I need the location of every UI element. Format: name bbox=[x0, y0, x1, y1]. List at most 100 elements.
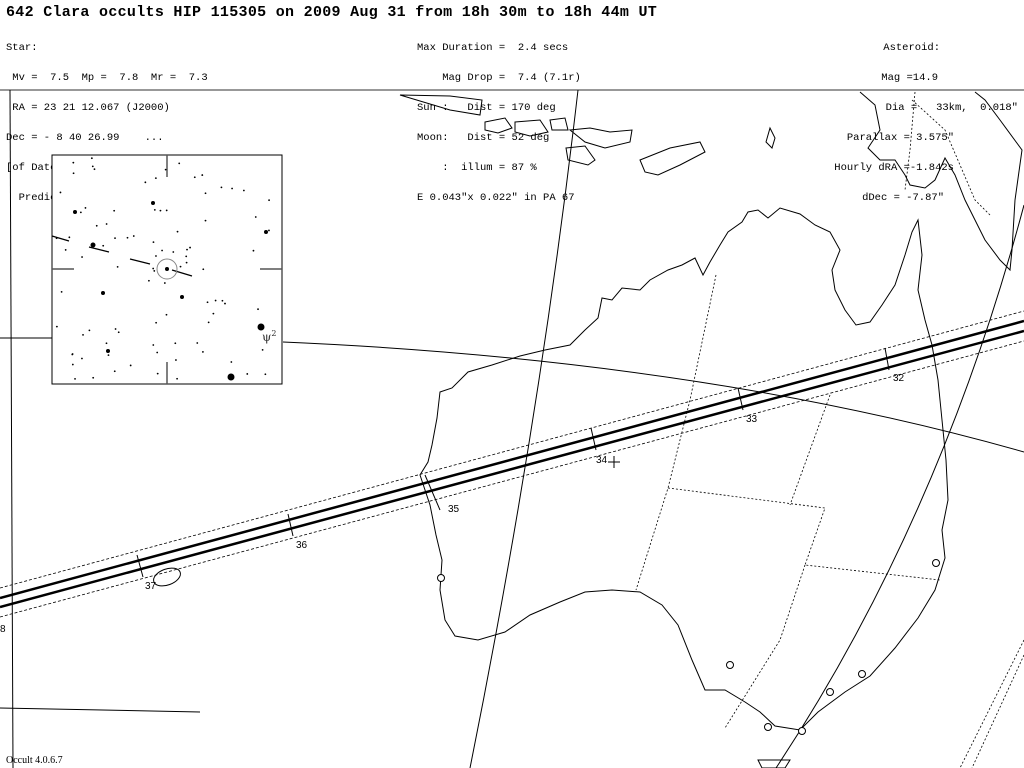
star-dot bbox=[221, 299, 224, 302]
center-cross-icon bbox=[608, 456, 620, 468]
star-dot bbox=[178, 162, 181, 165]
site-marker bbox=[437, 574, 445, 582]
star-dot bbox=[95, 224, 98, 227]
island-timor bbox=[639, 141, 706, 176]
star-dot bbox=[153, 270, 156, 272]
path-north-limit bbox=[0, 319, 1024, 600]
coastline bbox=[399, 91, 1023, 768]
star-dot bbox=[164, 168, 167, 171]
target-star-circle bbox=[156, 258, 178, 280]
island bbox=[399, 94, 483, 116]
star-dot bbox=[152, 241, 155, 244]
star-dot bbox=[224, 302, 226, 305]
star-dot bbox=[227, 373, 235, 381]
star-dot bbox=[90, 242, 96, 248]
software-version: Occult 4.0.6.7 bbox=[6, 755, 63, 766]
star-dot bbox=[174, 342, 177, 345]
star-dot bbox=[79, 211, 82, 214]
event-line: Max Duration = 2.4 secs bbox=[417, 42, 569, 54]
star-dot bbox=[88, 329, 91, 332]
star-dot bbox=[82, 333, 84, 336]
star-dot bbox=[129, 364, 132, 367]
meridian-line bbox=[469, 89, 579, 768]
tick-32 bbox=[884, 347, 890, 371]
tick-33 bbox=[737, 387, 744, 411]
time-label: 35 bbox=[448, 504, 460, 515]
star-dot bbox=[165, 209, 168, 212]
asteroid-info: Asteroid: Mag =14.9 Dia = 33km, 0.018" P… bbox=[834, 23, 1018, 213]
star-dot bbox=[55, 237, 58, 240]
star-chart-inset: ψ2 bbox=[51, 154, 283, 385]
star-dot bbox=[60, 290, 63, 293]
event-line: Mag Drop = 7.4 (7.1r) bbox=[417, 72, 581, 84]
time-label: 32 bbox=[893, 373, 905, 384]
star-dot bbox=[154, 177, 157, 180]
star-dot bbox=[155, 255, 157, 257]
parallel-line bbox=[0, 707, 201, 713]
star-dot bbox=[132, 235, 135, 237]
star-dot bbox=[74, 377, 76, 380]
star-name-label: ψ2 bbox=[262, 329, 277, 344]
star-dot bbox=[105, 223, 108, 225]
star-line: Dec = - 8 40 26.99 ... bbox=[6, 132, 164, 144]
star-dot bbox=[153, 208, 156, 211]
tick-36 bbox=[287, 513, 294, 537]
star-dot bbox=[204, 219, 207, 222]
time-label: 8 bbox=[0, 624, 6, 635]
star-dot bbox=[176, 230, 179, 233]
star-line: Mv = 7.5 Mp = 7.8 Mr = 7.3 bbox=[6, 72, 208, 84]
tick-37 bbox=[136, 554, 144, 578]
star-dot bbox=[185, 255, 188, 258]
star-dot bbox=[91, 165, 94, 168]
star-dot bbox=[152, 267, 155, 270]
path-south-limit bbox=[0, 329, 1024, 609]
star-dot bbox=[185, 261, 188, 264]
star-dot bbox=[257, 323, 265, 331]
time-label: 37 bbox=[145, 581, 157, 592]
star-dot bbox=[264, 230, 268, 234]
star-dot bbox=[201, 174, 204, 176]
tick-35 bbox=[424, 474, 441, 511]
map-title: 642 Clara occults HIP 115305 on 2009 Aug… bbox=[6, 4, 658, 21]
island bbox=[568, 127, 633, 149]
time-ticks bbox=[136, 347, 890, 578]
site-marker bbox=[798, 727, 806, 735]
star-dot bbox=[93, 168, 96, 171]
star-dot bbox=[268, 199, 270, 202]
island bbox=[549, 117, 569, 131]
star-dot bbox=[81, 357, 83, 360]
star-dot bbox=[72, 172, 75, 175]
star-dot bbox=[156, 351, 159, 354]
event-line: Moon: Dist = 52 deg bbox=[417, 132, 550, 144]
star-dot bbox=[73, 210, 77, 214]
star-dot bbox=[264, 373, 267, 376]
star-dot bbox=[126, 236, 129, 239]
site-marker bbox=[726, 661, 734, 669]
star-dot bbox=[101, 291, 105, 295]
event-line: : illum = 87 % bbox=[417, 162, 537, 174]
star-dot bbox=[165, 267, 169, 271]
star-dot bbox=[206, 301, 209, 304]
island bbox=[565, 145, 596, 166]
parallel-line bbox=[282, 341, 1024, 453]
star-dot bbox=[114, 328, 117, 330]
star-dot bbox=[59, 191, 62, 194]
star-dot bbox=[163, 282, 166, 284]
star-dot bbox=[172, 251, 175, 253]
star-dot bbox=[165, 313, 168, 316]
island-tasmania bbox=[757, 759, 791, 768]
star-dot bbox=[196, 342, 199, 344]
australia-coast bbox=[419, 207, 949, 731]
star-dot bbox=[202, 351, 204, 353]
star-dot bbox=[179, 265, 182, 268]
asteroid-line: Parallax = 3.575" bbox=[846, 132, 954, 144]
meridian-line bbox=[9, 89, 14, 768]
star-dot bbox=[204, 192, 207, 195]
star-dot bbox=[261, 348, 264, 351]
star-dot bbox=[71, 363, 74, 366]
star-dot bbox=[193, 176, 196, 179]
star-dot bbox=[242, 189, 245, 192]
star-dot bbox=[252, 249, 255, 252]
star-dot bbox=[180, 295, 184, 299]
time-label: 34 bbox=[596, 455, 608, 466]
